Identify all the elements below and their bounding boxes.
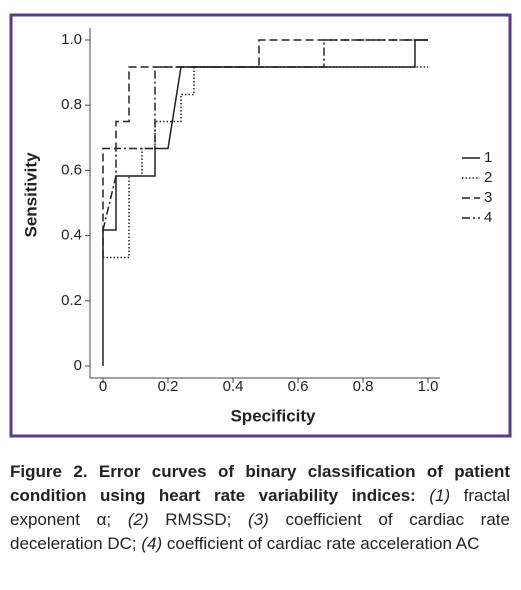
legend-label: 4 [484,209,492,226]
item-number: (4) [141,534,163,553]
x-tick-label: 0.2 [158,378,179,395]
caption-items: (1) fractal exponent α; (2) RMSSD; (3) c… [10,486,510,553]
x-tick-label: 0.4 [223,378,244,395]
y-tick-label: 0.4 [61,227,82,244]
caption-title: Figure 2. Error curves of binary classif… [10,462,510,505]
item-number: (1) [429,486,451,505]
legend-label: 3 [484,189,492,206]
item-number: (3) [248,510,269,529]
x-tick-label: 1.0 [418,378,439,395]
y-tick-label: 1.0 [61,31,82,48]
frame [9,13,512,438]
curve [103,66,428,259]
curve [102,39,428,366]
item-text: coefficient of cardiac rate acceleration… [166,534,480,553]
y-tick-label: 0.8 [61,96,82,113]
caption: Figure 2. Error curves of binary classif… [10,460,510,556]
item-text: fractal exponent α; [10,486,510,529]
y-tick-label: 0.2 [61,292,82,309]
y-tick-label: 0 [74,357,82,374]
x-tick-label: 0.8 [353,378,374,395]
y-tick-label: 0.6 [61,161,82,178]
item-text: RMSSD; [165,510,232,529]
item-number: (2) [127,510,149,529]
legend-label: 1 [484,149,492,166]
y-axis-title: Sensitivity [21,152,40,238]
item-text: coefficient of cardiac rate deceleration… [10,510,510,553]
curve [102,39,428,258]
x-axis-title: Specificity [230,406,316,425]
x-tick-label: 0.6 [288,378,309,395]
chart: Sensitivity Specificity 0 0.2 0.4 0.6 0.8 1.0… [9,13,512,438]
curve [102,39,428,231]
x-tick-label: 0 [99,378,107,395]
legend-label: 2 [484,169,492,186]
